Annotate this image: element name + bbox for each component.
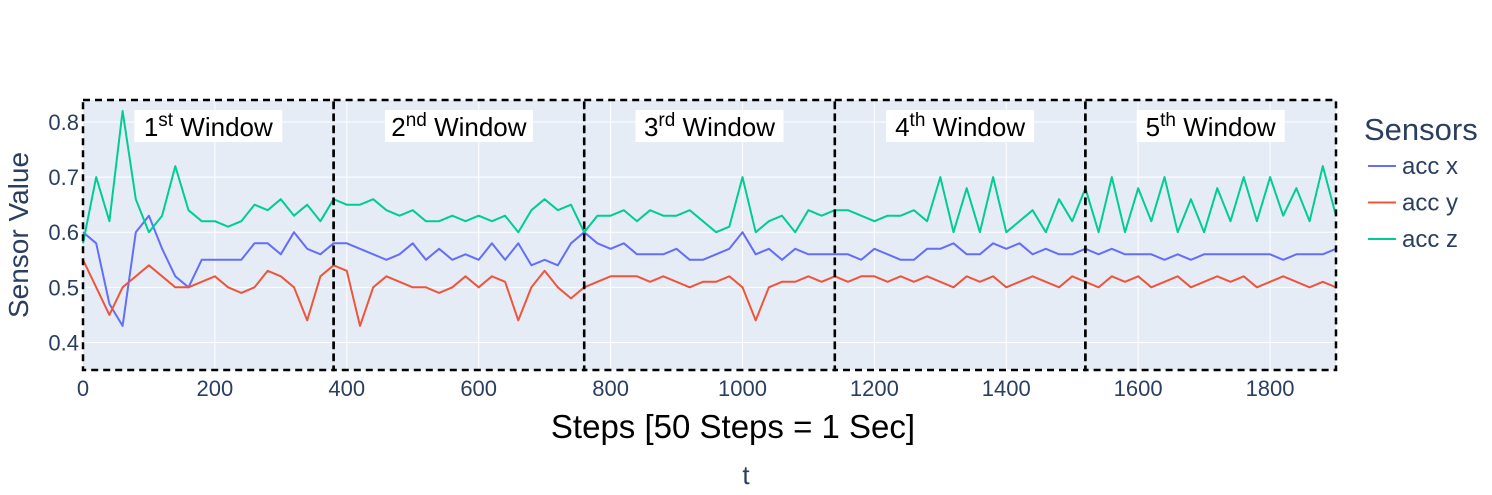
- y-tick-label: 0.8: [48, 110, 79, 135]
- window-label-4: 4th Window: [895, 110, 1025, 142]
- window-boxes: 1st Window 2nd Window 3rd Window 4th Window…: [81, 98, 1338, 372]
- series-line-acc-y: [82, 259, 1337, 327]
- legend-title: Sensors: [1364, 112, 1478, 147]
- y-axis-ticks: 0.4 0.5 0.6 0.7 0.8: [48, 110, 79, 355]
- x-tick-label: 1800: [1246, 376, 1295, 401]
- x-tick-label: 1000: [718, 376, 767, 401]
- x-axis-title: Steps [50 Steps = 1 Sec]: [551, 408, 915, 445]
- x-tick-label: 1400: [982, 376, 1031, 401]
- x-tick-label: 800: [592, 376, 629, 401]
- y-tick-label: 0.6: [48, 220, 79, 245]
- window-label-background: [134, 110, 283, 142]
- window-box-5: [1084, 98, 1338, 372]
- x-axis-ticks: 0 200 400 600 800 1000 1200 1400 1600 1800: [77, 376, 1295, 401]
- window-label-5: 5th Window: [1146, 110, 1276, 142]
- window-label-background: [635, 110, 784, 142]
- x-tick-label: 1600: [1114, 376, 1163, 401]
- window-label-background: [886, 110, 1035, 142]
- x-tick-label: 400: [328, 376, 365, 401]
- legend-label: acc y: [1402, 190, 1458, 217]
- y-tick-label: 0.4: [48, 330, 79, 355]
- x-tick-label: 200: [197, 376, 234, 401]
- series-line-acc-x: [82, 214, 1337, 327]
- series-line-acc-z: [82, 110, 1337, 244]
- legend-label: acc x: [1402, 153, 1458, 180]
- window-label-1: 1st Window: [144, 110, 273, 142]
- series-lines: [82, 110, 1337, 327]
- y-tick-label: 0.5: [48, 275, 79, 300]
- window-label-3: 3rd Window: [644, 110, 775, 142]
- window-label-background: [1136, 110, 1285, 142]
- x-tick-label: 600: [460, 376, 497, 401]
- y-tick-label: 0.7: [48, 165, 79, 190]
- window-label-background: [384, 110, 533, 142]
- x-tick-label: 1200: [850, 376, 899, 401]
- y-axis-title: Sensor Value: [3, 152, 34, 318]
- window-label-2: 2nd Window: [391, 110, 527, 142]
- legend: Sensors acc x acc y acc z: [1364, 112, 1478, 253]
- legend-label: acc z: [1402, 226, 1458, 253]
- x-tick-label: 0: [77, 376, 89, 401]
- legend-items: acc x acc y acc z: [1368, 153, 1458, 253]
- x-axis-subtitle: t: [742, 460, 750, 490]
